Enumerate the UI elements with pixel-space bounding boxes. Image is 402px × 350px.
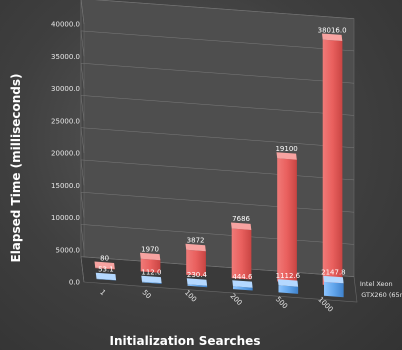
- x-tick-label: 1: [98, 288, 107, 297]
- y-tick-label: 40000.0: [51, 21, 80, 29]
- bar-top: [231, 222, 252, 230]
- bar-top: [141, 275, 162, 284]
- gridline: [80, 0, 355, 25]
- x-tick-label: 500: [274, 295, 289, 310]
- data-label: 112.0: [141, 268, 161, 276]
- bar-top: [185, 243, 206, 252]
- y-tick-label: 10000.0: [51, 214, 80, 222]
- bar-front: [231, 228, 252, 280]
- bar: 53.1: [95, 265, 117, 281]
- bar-front: [322, 39, 343, 287]
- x-axis-title: Initialization Searches: [110, 334, 261, 348]
- bar-top: [186, 278, 208, 286]
- bar-front: [140, 258, 161, 273]
- x-tick-label: 50: [141, 288, 153, 300]
- y-axis-ticks: 0.0 5000.0 10000.0 15000.0 20000.0 25000.0 300…: [51, 21, 80, 287]
- gridline: [80, 127, 355, 154]
- data-label: 2147.8: [321, 269, 346, 277]
- bar-front: [142, 281, 162, 284]
- bar: 3872: [185, 237, 206, 277]
- data-label: 80: [100, 254, 109, 262]
- chart-walls: [80, 0, 358, 303]
- bar: 1970: [140, 245, 161, 273]
- y-tick-label: 15000.0: [51, 182, 80, 190]
- bar-front: [187, 284, 208, 288]
- y-tick-label: 0.0: [69, 279, 80, 287]
- bar: 444.6: [232, 273, 253, 291]
- bar: 19100: [275, 145, 298, 283]
- bar: 80: [94, 254, 115, 270]
- series-name-label: GTX260 (65nm): [361, 291, 402, 299]
- gridline: [80, 62, 355, 89]
- series-labels: Intel Xeon GTX260 (65nm): [360, 280, 402, 299]
- data-label: 444.6: [232, 273, 253, 281]
- gridline: [80, 191, 355, 218]
- data-label: 7686: [232, 215, 250, 223]
- y-tick-label: 5000.0: [56, 246, 81, 254]
- gridline: [80, 224, 355, 250]
- bar-top: [94, 261, 115, 269]
- bar-top: [277, 279, 299, 287]
- data-label: 3872: [187, 237, 205, 245]
- y-tick-label: 35000.0: [51, 53, 80, 61]
- bar: 112.0: [141, 268, 162, 284]
- x-tick-label: 100: [183, 289, 198, 304]
- data-label: 38016.0: [318, 26, 347, 34]
- bar-top: [276, 152, 297, 160]
- bar-front: [95, 267, 115, 270]
- y-axis-title: Elapsed Time (milliseconds): [9, 73, 23, 262]
- bar: 230.4: [186, 271, 208, 288]
- bar-top: [323, 275, 344, 284]
- bar-front: [277, 158, 297, 283]
- bar: 2147.8: [321, 269, 346, 298]
- back-wall: [80, 0, 355, 278]
- data-label: 1970: [141, 245, 159, 253]
- bar: 7686: [231, 215, 252, 280]
- x-tick-label: 200: [228, 292, 243, 307]
- gridline: [80, 30, 355, 57]
- series-name-label: Intel Xeon: [360, 280, 393, 288]
- bar-front: [186, 249, 206, 277]
- bars: 80 1970 3872 7686 19100 38016.0 53.1 112.0 230.4…: [94, 26, 347, 298]
- bar-top: [140, 252, 161, 261]
- bar-top: [95, 272, 117, 281]
- data-label: 19100: [275, 145, 297, 153]
- bar-top: [322, 33, 343, 41]
- data-label: 1112.6: [276, 272, 301, 280]
- gridline: [80, 159, 355, 186]
- bar-top: [232, 280, 253, 288]
- bar-front: [96, 278, 117, 281]
- bar-front: [233, 286, 253, 291]
- data-label: 53.1: [98, 265, 114, 273]
- y-tick-label: 30000.0: [51, 85, 80, 93]
- gridline: [80, 256, 355, 283]
- bar: 1112.6: [276, 272, 301, 294]
- bar: 38016.0: [318, 26, 347, 287]
- bar-front: [278, 285, 299, 294]
- bar-front: [324, 281, 344, 298]
- y-tick-label: 20000.0: [51, 150, 80, 158]
- y-tick-label: 25000.0: [51, 117, 80, 125]
- gridline: [80, 95, 355, 121]
- data-label: 230.4: [187, 271, 208, 279]
